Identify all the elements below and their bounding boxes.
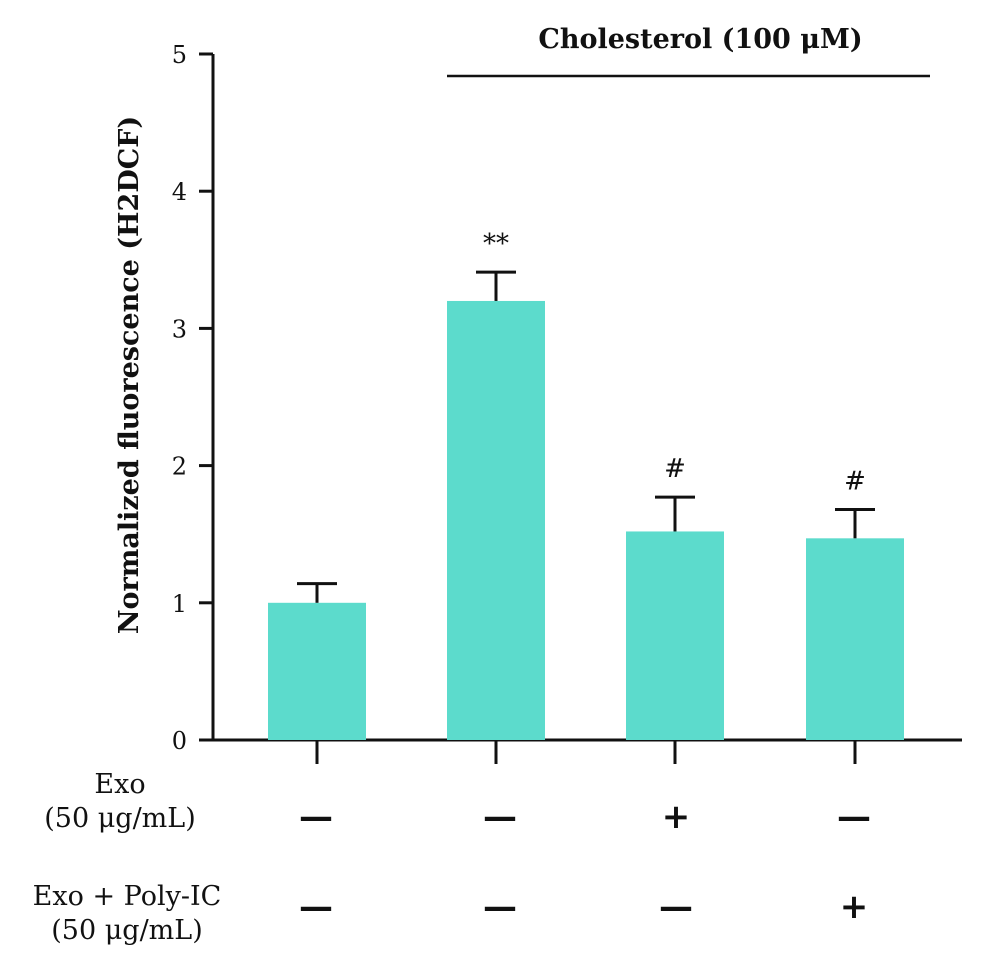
bar-4 bbox=[806, 538, 904, 740]
cond-polyic-g4: + bbox=[839, 887, 869, 927]
significance-mark-2: ** bbox=[483, 229, 509, 259]
cond-exo-g3: + bbox=[661, 797, 691, 837]
cond-polyic-g1: — bbox=[299, 887, 333, 927]
bar-1 bbox=[268, 602, 366, 740]
y-tick-label-0: 0 bbox=[172, 727, 187, 755]
cond-exo-g1: — bbox=[299, 797, 333, 837]
y-tick-label-5: 5 bbox=[172, 41, 187, 69]
bar-2 bbox=[447, 300, 545, 740]
cholesterol-bracket-label: Cholesterol (100 μM) bbox=[538, 24, 862, 55]
y-tick-label-1: 1 bbox=[172, 590, 187, 618]
row-label-exo-polyic-line2: (50 μg/mL) bbox=[51, 915, 203, 946]
row-label-exo: Exo (50 μg/mL) bbox=[10, 768, 230, 836]
y-tick-label-4: 4 bbox=[172, 178, 187, 206]
row-label-exo-polyic-line1: Exo + Poly-IC bbox=[32, 881, 222, 912]
significance-mark-4: # bbox=[844, 467, 866, 497]
y-axis-label: Normalized fluorescence (H2DCF) bbox=[114, 116, 145, 634]
y-tick-label-3: 3 bbox=[172, 315, 187, 343]
cond-polyic-g2: — bbox=[483, 887, 517, 927]
significance-mark-3: # bbox=[664, 454, 686, 484]
cond-exo-g4: — bbox=[837, 797, 871, 837]
cond-exo-g2: — bbox=[483, 797, 517, 837]
y-tick-label-2: 2 bbox=[172, 453, 187, 481]
chart-labels: Normalized fluorescence (H2DCF) ** # # Chole… bbox=[114, 24, 930, 634]
bar-3 bbox=[626, 531, 724, 740]
row-label-exo-line2: (50 μg/mL) bbox=[44, 803, 196, 834]
axes: 0 1 2 3 4 5 bbox=[172, 41, 962, 764]
bars bbox=[268, 270, 904, 740]
row-label-exo-line1: Exo bbox=[94, 769, 146, 800]
cond-polyic-g3: — bbox=[659, 887, 693, 927]
row-label-exo-polyic: Exo + Poly-IC (50 μg/mL) bbox=[2, 880, 252, 948]
